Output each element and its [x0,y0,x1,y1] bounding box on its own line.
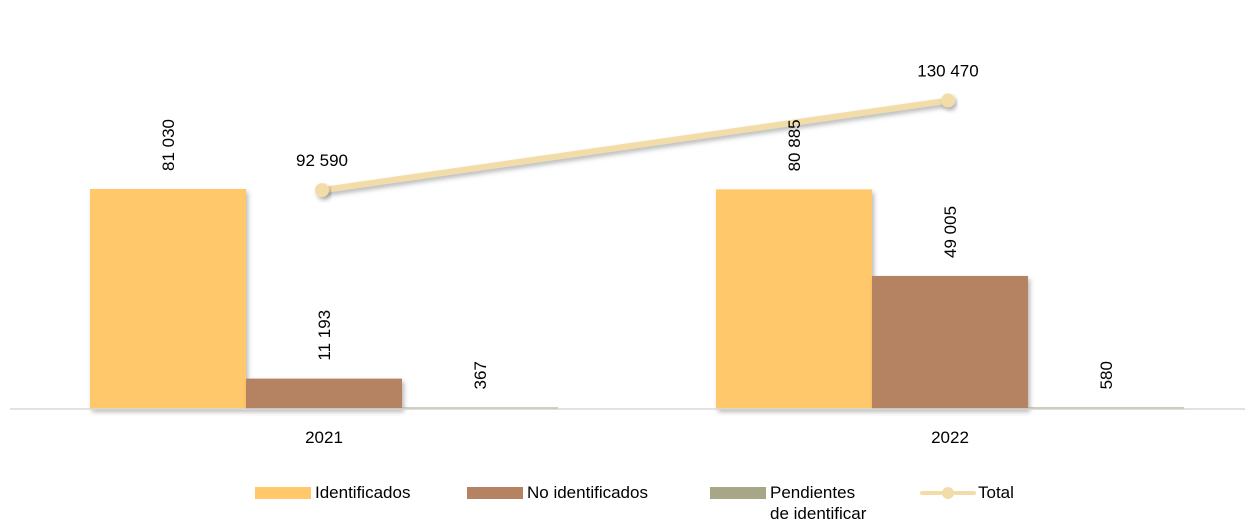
x-tick-label-2021: 2021 [305,428,343,447]
bar-identificados-2022 [716,189,872,409]
legend-label-pendientes-line1: Pendientes [770,483,856,502]
legend-item-pendientes: Pendientes de identificar [710,482,866,524]
legend-item-identificados: Identificados [255,482,410,504]
total-line-layer [315,93,955,198]
legend: Identificados No identificados Pendiente… [0,482,1251,526]
data-label-no-identificados-2022: 49 005 [941,206,960,258]
data-label-pendientes-de-identificar-2021: 367 [471,361,490,389]
series-line-total [319,97,951,194]
data-label-total-2021: 92 590 [296,151,348,170]
legend-label-no-identificados: No identificados [527,483,648,502]
legend-label-total: Total [978,483,1014,502]
legend-swatch-no-identificados [467,487,523,499]
legend-swatch-pendientes [710,487,766,499]
bar-no-identificados-2022 [872,275,1028,409]
legend-item-total: Total [920,482,1014,504]
chart-plot: 81 030 11 193 367 80 885 49 005 580 92 590 130 … [10,62,1245,447]
line-point-total-2021 [315,183,329,198]
data-label-pendientes-de-identificar-2022: 580 [1097,361,1116,389]
x-tick-label-2022: 2022 [931,428,969,447]
bar-identificados-2021 [90,189,246,409]
legend-label-identificados: Identificados [315,483,411,502]
data-label-total-2022: 130 470 [917,62,978,81]
data-labels-layer: 81 030 11 193 367 80 885 49 005 580 92 590 130 … [159,62,1116,390]
bar-no-identificados-2021 [246,378,402,409]
data-label-no-identificados-2021: 11 193 [315,310,334,361]
legend-item-no-identificados: No identificados [467,482,648,504]
legend-swatch-identificados [255,487,311,499]
bar-pendientes-de-identificar-2022 [1028,407,1184,409]
bars-layer [90,189,1184,409]
legend-swatch-total [920,482,976,504]
legend-label-pendientes: Pendientes de identificar [770,482,866,524]
data-label-identificados-2021: 81 030 [159,119,178,171]
x-tick-labels: 2021 2022 [305,428,969,447]
data-label-identificados-2022: 80 885 [785,119,804,171]
legend-label-pendientes-line2: de identificar [770,504,867,523]
line-point-total-2022 [941,93,955,108]
